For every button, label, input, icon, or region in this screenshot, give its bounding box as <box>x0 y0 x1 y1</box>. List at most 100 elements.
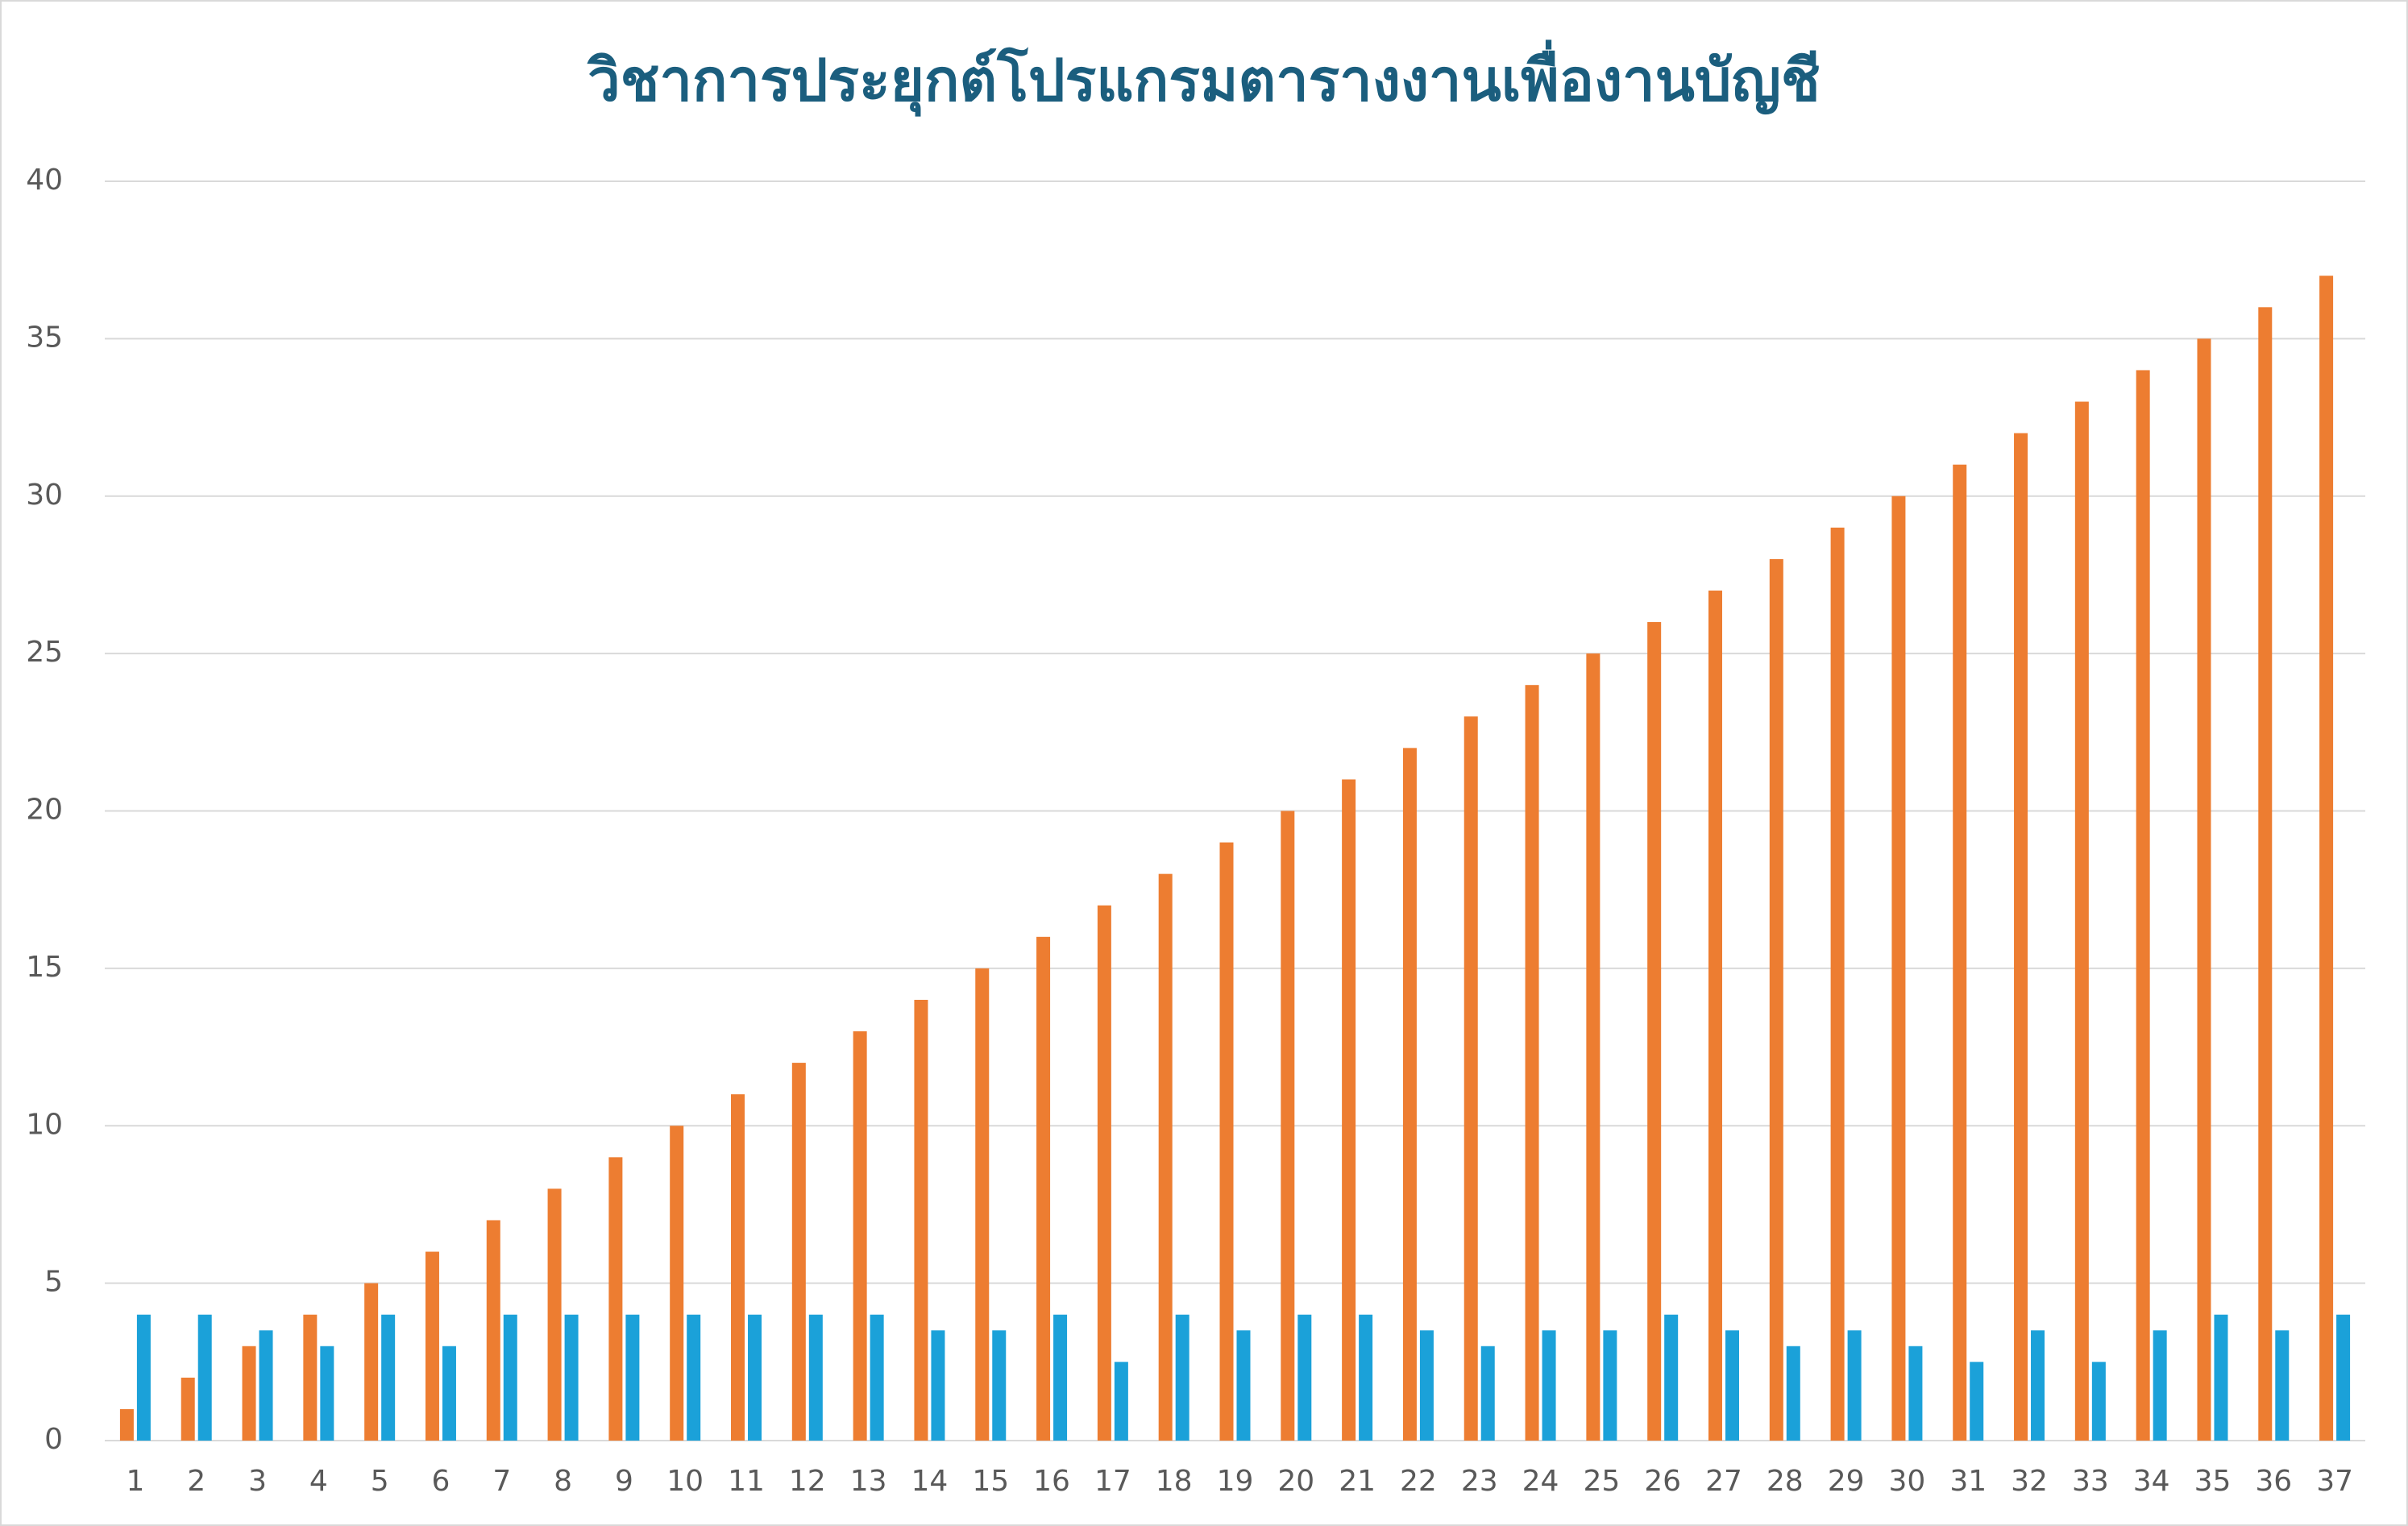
bar <box>2319 276 2334 1441</box>
bar <box>2014 433 2028 1441</box>
x-tick-label: 10 <box>666 1465 704 1498</box>
bar <box>259 1330 273 1441</box>
x-tick-label: 32 <box>2011 1465 2048 1498</box>
bar <box>1463 716 1478 1441</box>
bar <box>1603 1330 1617 1441</box>
bar <box>547 1188 562 1441</box>
bar <box>870 1314 884 1441</box>
x-tick-label: 11 <box>728 1465 765 1498</box>
bar <box>1769 558 1783 1441</box>
chart-title: วิชาการประยุกต์โปรแกรมตารางงานเพื่องานบั… <box>587 39 1821 118</box>
bar <box>853 1031 867 1441</box>
bar <box>1342 779 1356 1441</box>
bar <box>1219 842 1234 1441</box>
bar <box>975 968 990 1441</box>
bar <box>1908 1346 1923 1441</box>
bar <box>564 1314 579 1441</box>
x-tick-label: 6 <box>432 1465 450 1498</box>
bar <box>748 1314 762 1441</box>
y-tick-label: 30 <box>26 479 63 512</box>
bar <box>670 1126 684 1441</box>
bar <box>1525 685 1539 1441</box>
bar <box>1359 1314 1373 1441</box>
x-tick-label: 7 <box>492 1465 511 1498</box>
bar <box>1542 1330 1556 1441</box>
y-tick-label: 10 <box>26 1108 63 1141</box>
bar <box>808 1314 823 1441</box>
bar <box>1036 936 1051 1441</box>
y-tick-label: 35 <box>26 321 63 354</box>
x-tick-label: 3 <box>248 1465 267 1498</box>
bar <box>1158 873 1173 1441</box>
y-tick-label: 5 <box>44 1266 63 1299</box>
y-tick-label: 0 <box>44 1423 63 1456</box>
x-tick-label: 16 <box>1033 1465 1070 1498</box>
bar <box>181 1377 195 1441</box>
bar <box>1725 1330 1739 1441</box>
bar <box>381 1314 396 1441</box>
bar <box>791 1063 806 1441</box>
x-tick-label: 30 <box>1889 1465 1926 1498</box>
bar <box>608 1157 623 1441</box>
x-tick-label: 8 <box>554 1465 572 1498</box>
bar <box>1281 811 1295 1441</box>
bar <box>242 1346 256 1441</box>
bar <box>1114 1362 1128 1441</box>
bar <box>1708 590 1722 1441</box>
x-tick-label: 18 <box>1156 1465 1193 1498</box>
x-tick-label: 33 <box>2072 1465 2109 1498</box>
bar <box>625 1314 640 1441</box>
bar <box>2136 370 2150 1441</box>
x-tick-label: 22 <box>1400 1465 1437 1498</box>
bar <box>1586 653 1600 1441</box>
bar <box>1480 1346 1495 1441</box>
bar <box>2214 1314 2228 1441</box>
x-tick-label: 14 <box>911 1465 949 1498</box>
bar <box>136 1314 151 1441</box>
bar <box>1419 1330 1434 1441</box>
bar <box>2275 1330 2290 1441</box>
y-tick-label: 15 <box>26 951 63 984</box>
x-tick-label: 35 <box>2194 1465 2232 1498</box>
x-tick-label: 2 <box>187 1465 206 1498</box>
bar <box>1786 1346 1800 1441</box>
bar <box>992 1330 1007 1441</box>
x-tick-label: 21 <box>1339 1465 1376 1498</box>
x-tick-label: 29 <box>1828 1465 1865 1498</box>
x-tick-label: 4 <box>309 1465 328 1498</box>
bar <box>2091 1362 2106 1441</box>
x-tick-label: 25 <box>1583 1465 1620 1498</box>
bar <box>1647 622 1662 1441</box>
x-tick-label: 31 <box>1949 1465 1987 1498</box>
bar <box>1830 527 1845 1441</box>
bar <box>1053 1314 1068 1441</box>
x-tick-label: 12 <box>789 1465 826 1498</box>
bar <box>1891 496 1906 1441</box>
x-tick-label: 1 <box>126 1465 144 1498</box>
bar <box>2336 1314 2351 1441</box>
x-tick-label: 15 <box>972 1465 1009 1498</box>
x-tick-label: 27 <box>1705 1465 1742 1498</box>
bar <box>503 1314 517 1441</box>
bar <box>1402 748 1417 1441</box>
bar <box>1953 464 1967 1441</box>
bar <box>486 1220 500 1441</box>
x-tick-label: 37 <box>2316 1465 2353 1498</box>
bar <box>2031 1330 2045 1441</box>
x-tick-label: 36 <box>2255 1465 2292 1498</box>
bar <box>1970 1362 1984 1441</box>
bar <box>2074 401 2089 1441</box>
bar <box>425 1251 439 1441</box>
bar <box>2153 1330 2167 1441</box>
bar <box>1236 1330 1251 1441</box>
x-tick-label: 26 <box>1644 1465 1681 1498</box>
bar <box>2197 338 2211 1441</box>
bar <box>1097 905 1111 1441</box>
bar <box>687 1314 701 1441</box>
bar <box>119 1408 134 1441</box>
bar <box>914 999 928 1441</box>
x-tick-label: 23 <box>1461 1465 1498 1498</box>
x-tick-label: 17 <box>1094 1465 1131 1498</box>
bar <box>1847 1330 1862 1441</box>
